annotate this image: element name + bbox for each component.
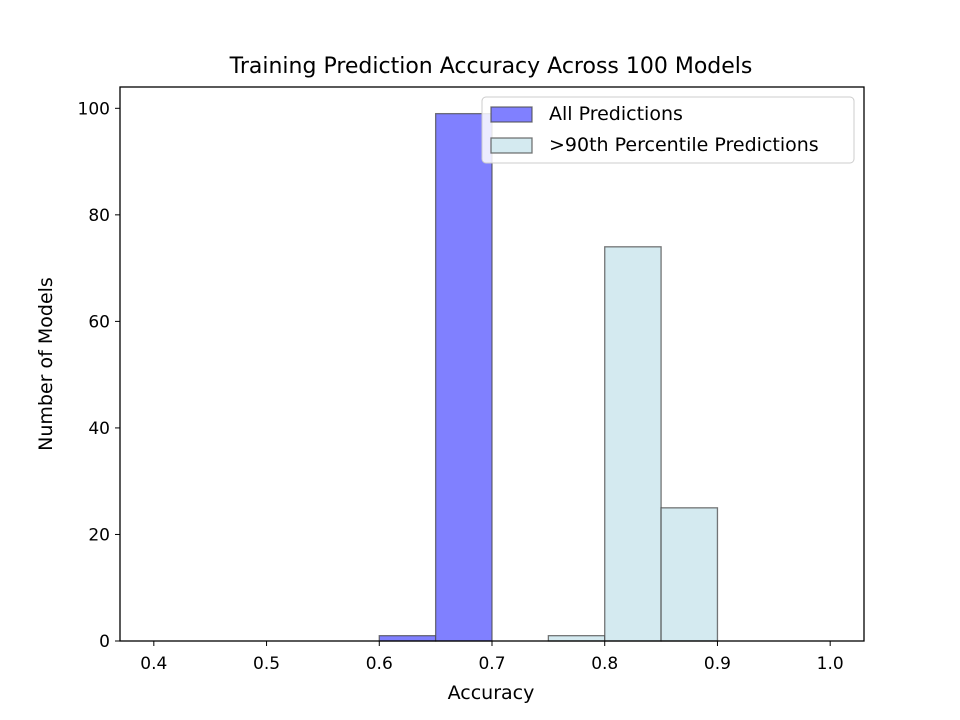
legend-swatch-1	[490, 137, 533, 154]
legend: All Predictions >90th Percentile Predicti…	[481, 96, 855, 164]
bars-layer	[378, 112, 719, 642]
legend-label-0: All Predictions	[549, 103, 683, 125]
x-tick-label: 0.4	[140, 654, 167, 674]
x-axis-label: Accuracy	[448, 682, 535, 704]
bar-series-1-bin-0	[547, 635, 606, 642]
y-tick-label: 20	[88, 525, 110, 545]
x-tick-label: 0.9	[704, 654, 731, 674]
ticks-layer: 0.4 0.5 0.6 0.7 0.8 0.9 1.0 0 20 40 60 80 100	[78, 99, 844, 674]
legend-label-1: >90th Percentile Predictions	[549, 134, 819, 156]
x-tick-label: 0.6	[366, 654, 393, 674]
bar-series-0-bin-0	[378, 635, 437, 642]
x-tick-label: 0.7	[478, 654, 505, 674]
bar-series-1-bin-2	[660, 507, 719, 642]
y-tick-label: 100	[78, 99, 110, 119]
legend-swatch-0	[490, 106, 533, 123]
x-tick-label: 0.8	[591, 654, 618, 674]
plot-frame	[119, 86, 865, 642]
y-tick-label: 60	[88, 312, 110, 332]
bar-series-1-bin-1	[604, 246, 662, 642]
y-axis-label: Number of Models	[35, 277, 57, 451]
y-tick-label: 80	[88, 206, 110, 226]
chart-title: Training Prediction Accuracy Across 100 …	[229, 54, 753, 79]
bar-series-0-bin-1	[434, 112, 493, 642]
legend-box	[481, 96, 855, 164]
x-tick-label: 1.0	[817, 654, 844, 674]
y-tick-label: 0	[99, 632, 110, 652]
y-tick-label: 40	[88, 419, 110, 439]
x-tick-label: 0.5	[253, 654, 280, 674]
